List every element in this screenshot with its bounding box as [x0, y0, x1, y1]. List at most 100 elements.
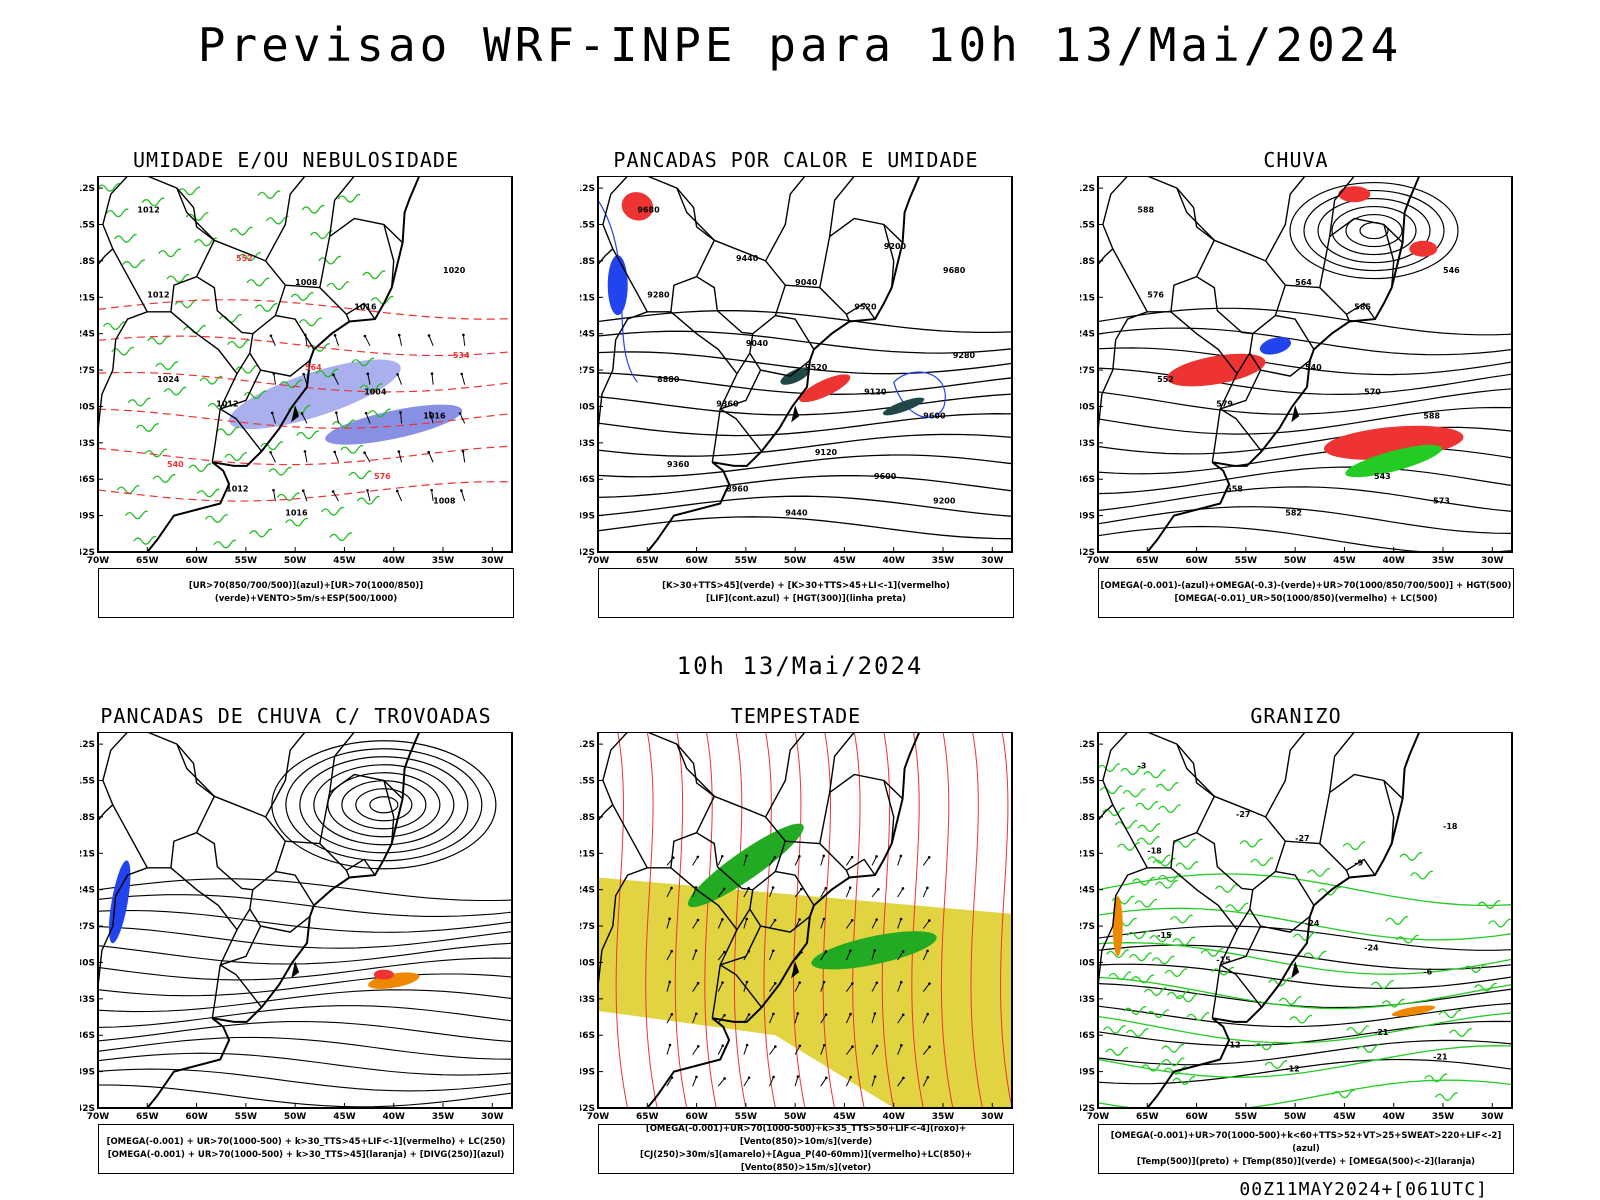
lon-tick-label: 50W: [1284, 1112, 1307, 1122]
contour-label: 540: [167, 460, 184, 469]
lon-tick-label: 35W: [932, 1112, 955, 1122]
contour-label: 9360: [716, 399, 739, 408]
lon-tick-label: 50W: [784, 1112, 807, 1122]
lon-tick-label: 60W: [1185, 556, 1208, 566]
lat-tick-label: 36S: [80, 1031, 95, 1041]
lat-tick-label: 42S: [1080, 548, 1095, 558]
lon-tick-label: 45W: [833, 1112, 856, 1122]
lon-tick-label: 50W: [284, 556, 307, 566]
contour-label: 9600: [874, 472, 897, 481]
contour-label: -27: [1236, 810, 1250, 819]
contour-label: 558: [1226, 484, 1243, 493]
main-title: Previsao WRF-INPE para 10h 13/Mai/2024: [197, 18, 1403, 72]
contour-label: 9040: [795, 278, 818, 287]
lon-tick-label: 50W: [284, 1112, 307, 1122]
lat-tick-label: 21S: [580, 849, 595, 859]
lat-tick-label: 27S: [80, 366, 95, 376]
lat-tick-label: 42S: [1080, 1104, 1095, 1114]
lat-tick-label: 39S: [80, 1068, 95, 1078]
lon-tick-label: 35W: [1432, 1112, 1455, 1122]
lat-tick-label: 33S: [1080, 995, 1095, 1005]
panel-chuva: CHUVA 588 588 585 582 579 576 573 570 564 558 552 54…: [1080, 148, 1514, 628]
contour-label: 1016: [285, 509, 308, 518]
contour-label: -3: [1137, 761, 1146, 770]
lat-tick-label: 18S: [1080, 257, 1095, 267]
panel-title: UMIDADE E/OU NEBULOSIDADE: [132, 148, 460, 172]
contour-label: 564: [305, 363, 322, 372]
lon-tick-label: 60W: [1185, 1112, 1208, 1122]
panel-legend: [OMEGA(-0.001)-(azul)+OMEGA(-0.3)-(verde…: [1098, 568, 1514, 618]
contour-label: 1012: [147, 290, 169, 299]
contour-label: 1016: [423, 412, 446, 421]
contour-label: 588: [1423, 412, 1440, 421]
weather-map: 588 588 585 582 579 576 573 570 564 558 552 546 543 5…: [1080, 176, 1513, 566]
contour-label: 576: [1147, 290, 1164, 299]
lat-tick-label: 18S: [80, 813, 95, 823]
lon-tick-label: 35W: [432, 556, 455, 566]
lat-tick-label: 18S: [1080, 813, 1095, 823]
lon-tick-label: 55W: [235, 556, 258, 566]
panel-umidade: UMIDADE E/OU NEBULOSIDADE 1012 1016 1016 101…: [80, 148, 514, 628]
lon-tick-label: 45W: [1333, 1112, 1356, 1122]
legend-line: [CJ(250)>30m/s](amarelo)+[Agua_P(40-60mm…: [639, 1150, 973, 1173]
lat-tick-label: 36S: [580, 475, 595, 485]
lat-tick-label: 36S: [580, 1031, 595, 1041]
contour-label: 1020: [443, 266, 466, 275]
lat-tick-label: 21S: [1080, 849, 1095, 859]
lat-tick-label: 30S: [1080, 402, 1095, 412]
lat-tick-label: 15S: [580, 221, 595, 231]
legend-line: [OMEGA(-0.001) + UR>70(1000-500) + k>30_…: [106, 1137, 506, 1147]
panel-title: GRANIZO: [1250, 704, 1342, 728]
lon-tick-label: 70W: [1087, 556, 1110, 566]
contour-label: -12: [1285, 1065, 1299, 1074]
lon-tick-label: 40W: [382, 1112, 405, 1122]
contour-label: -27: [1295, 834, 1309, 843]
panel-legend: [UR>70(850/700/500)](azul)+[UR>70(1000/8…: [98, 568, 514, 618]
contour-label: 1012: [216, 399, 238, 408]
contour-label: 543: [1374, 472, 1391, 481]
lat-tick-label: 39S: [580, 1068, 595, 1078]
contour-label: -21: [1433, 1052, 1448, 1061]
legend-line: [LIF](cont.azul) + [HGT(300)](linha pret…: [705, 594, 907, 604]
lat-tick-label: 24S: [580, 330, 595, 340]
lon-tick-label: 40W: [882, 1112, 905, 1122]
lat-tick-label: 39S: [580, 512, 595, 522]
lat-tick-label: 30S: [580, 402, 595, 412]
contour-label: 576: [374, 472, 391, 481]
lat-tick-label: 18S: [580, 257, 595, 267]
forecast-time-title: 10h 13/Mai/2024: [676, 652, 924, 680]
lon-tick-label: 40W: [382, 556, 405, 566]
lon-tick-label: 45W: [1333, 556, 1356, 566]
contour-label: 573: [1433, 496, 1450, 505]
panel-title: TEMPESTADE: [730, 704, 862, 728]
lat-tick-label: 27S: [580, 922, 595, 932]
contour-label: 9200: [933, 496, 956, 505]
lat-tick-label: 21S: [580, 293, 595, 303]
contour-label: 9200: [884, 242, 907, 251]
lon-tick-label: 45W: [333, 1112, 356, 1122]
contour-label: 582: [1285, 509, 1302, 518]
lon-tick-label: 30W: [481, 1112, 504, 1122]
lon-tick-label: 70W: [587, 1112, 610, 1122]
contour-label: -6: [1423, 968, 1432, 977]
contour-label: 588: [1137, 205, 1154, 214]
contour-label: 9680: [637, 205, 660, 214]
lat-tick-label: 42S: [580, 548, 595, 558]
lon-tick-label: 60W: [685, 1112, 708, 1122]
lon-tick-label: 45W: [333, 556, 356, 566]
lat-tick-label: 33S: [1080, 439, 1095, 449]
contour-label: 546: [1443, 266, 1460, 275]
lon-tick-label: 45W: [833, 556, 856, 566]
legend-line: [K>30+TTS>45](verde) + [K>30+TTS>45+LI<-…: [662, 581, 950, 591]
lon-tick-label: 55W: [1235, 1112, 1258, 1122]
contour-label: 1004: [364, 387, 387, 396]
panel-pancadas-calor: PANCADAS POR CALOR E UMIDADE 9680 9600 9520…: [580, 148, 1014, 628]
contour-label: 1012: [137, 205, 159, 214]
lat-tick-label: 27S: [580, 366, 595, 376]
contour-label: 9600: [923, 412, 946, 421]
contour-label: 9280: [953, 351, 976, 360]
lon-tick-label: 35W: [1432, 556, 1455, 566]
lon-tick-label: 70W: [87, 556, 110, 566]
weather-map: 9680 9600 9520 9440 9360 9280 9200 9120 9040 8960…: [580, 176, 1013, 566]
panel-granizo: GRANIZO -3 -6 -9 -12 -15 -18 -21 -24 -27 -12 -15 -18…: [1080, 704, 1514, 1184]
